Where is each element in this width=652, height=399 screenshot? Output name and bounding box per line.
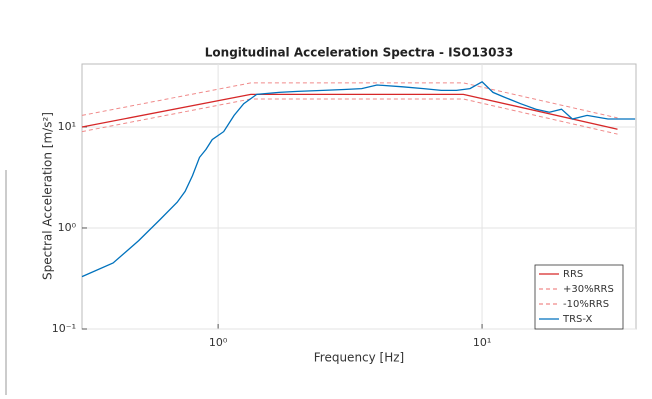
x-tick-label: 10⁰ bbox=[209, 336, 228, 349]
x-tick-label: 10¹ bbox=[473, 336, 491, 349]
y-tick-label: 10⁻¹ bbox=[52, 322, 76, 335]
series-line bbox=[81, 80, 636, 278]
series-line bbox=[81, 98, 618, 135]
series-line bbox=[81, 82, 618, 119]
legend-label: RRS bbox=[563, 269, 583, 280]
x-axis-label: Frequency [Hz] bbox=[314, 351, 405, 365]
legend-label: -10%RRS bbox=[563, 299, 609, 310]
legend-label: TRS-X bbox=[562, 314, 593, 325]
legend-label: +30%RRS bbox=[563, 284, 614, 295]
y-tick-label: 10¹ bbox=[58, 120, 76, 133]
chart-title: Longitudinal Acceleration Spectra - ISO1… bbox=[205, 46, 513, 60]
series-line bbox=[81, 93, 618, 130]
y-axis-label: Spectral Acceleration [m/s²] bbox=[41, 112, 55, 280]
legend-box bbox=[534, 264, 624, 330]
y-tick-label: 10⁰ bbox=[58, 221, 77, 234]
